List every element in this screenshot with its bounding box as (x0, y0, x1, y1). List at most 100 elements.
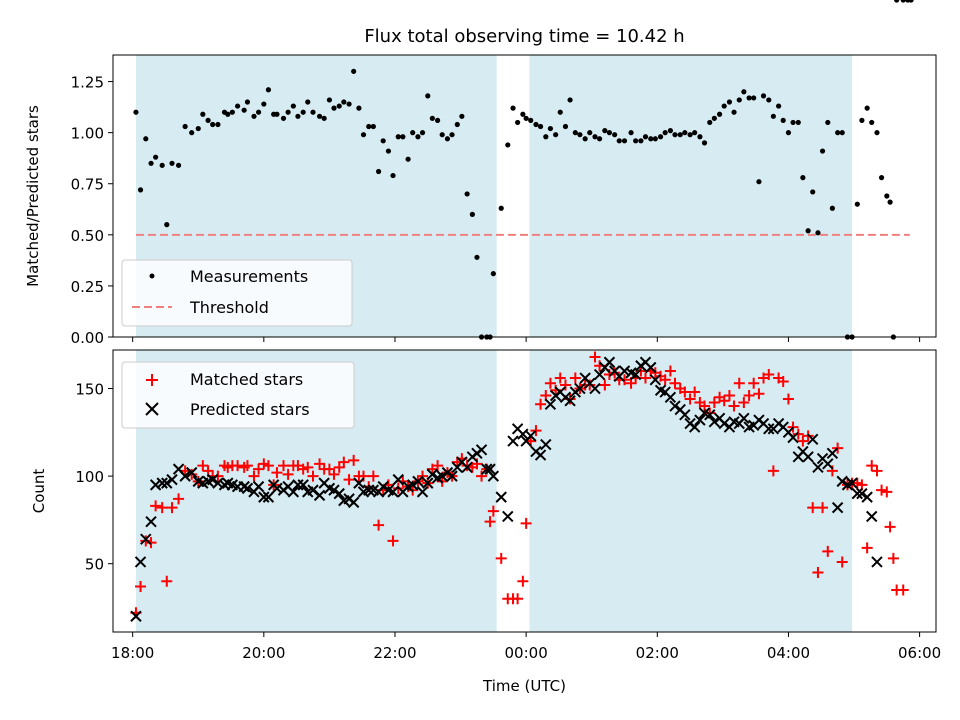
measurement-point (290, 103, 296, 109)
predicted-star-point (406, 479, 419, 491)
predicted-star-point (140, 533, 152, 545)
measurement-point (459, 113, 465, 119)
measurement-point (746, 95, 752, 101)
matched-star-point (884, 521, 896, 533)
matched-star-point (161, 575, 173, 587)
matched-star-point (866, 460, 878, 472)
measurement-point (182, 123, 188, 130)
matched-star-point (887, 552, 899, 564)
matched-star-point (718, 395, 730, 407)
measurement-point (153, 154, 159, 160)
chart-title: Flux total observing time = 10.42 h (364, 26, 684, 47)
measurement-point (295, 113, 301, 119)
matched-star-point (328, 468, 340, 480)
predicted-star-point (574, 382, 586, 395)
matched-star-point (807, 502, 819, 514)
measurement-point (425, 93, 431, 99)
predicted-star-point (262, 491, 275, 503)
predicted-star-point (461, 461, 473, 474)
measurement-point (900, 0, 906, 3)
predicted-star-point (856, 487, 868, 500)
measurement-point (439, 132, 445, 138)
predicted-star-point (416, 486, 429, 498)
matched-star-point (348, 454, 360, 466)
matched-star-point (689, 386, 701, 398)
measurement-point (682, 130, 688, 136)
measurement-point (133, 109, 139, 115)
matched-star-point (832, 442, 844, 454)
matched-star-point (150, 500, 162, 512)
predicted-star-point (618, 365, 631, 377)
predicted-star-point (134, 556, 147, 568)
predicted-star-point (688, 421, 701, 433)
predicted-star-point (145, 515, 157, 528)
matched-star-point (589, 351, 601, 363)
predicted-star-point (475, 444, 488, 456)
predicted-star-point (694, 414, 706, 426)
top-ytick-label: 1.00 (71, 125, 104, 143)
predicted-star-point (802, 451, 814, 463)
matched-star-point (212, 470, 224, 482)
measurement-point (721, 103, 727, 109)
measurement-point (305, 99, 311, 105)
matched-star-point (373, 519, 385, 531)
xtick-label: 06:00 (898, 644, 941, 662)
matched-star-point (871, 465, 883, 477)
measurement-point (265, 87, 272, 93)
bottom-xlabel: Time (UTC) (482, 677, 566, 695)
measurement-point (380, 138, 386, 144)
measurement-point (366, 123, 372, 130)
matched-star-point (881, 486, 893, 498)
measurement-point (687, 132, 693, 138)
matched-star-point (812, 566, 824, 578)
measurement-point (229, 109, 235, 115)
measurement-point (321, 115, 327, 121)
matched-star-point (307, 470, 319, 482)
measurement-point (405, 156, 411, 162)
predicted-star-point (179, 470, 191, 482)
predicted-star-point (238, 480, 250, 493)
measurement-point (444, 136, 451, 142)
predicted-star-point (166, 473, 178, 486)
measurement-point (215, 121, 221, 128)
matched-star-point (145, 537, 157, 549)
measurement-point (869, 119, 875, 126)
matched-star-point (738, 397, 750, 409)
predicted-star-point (422, 477, 434, 489)
matched-star-point (679, 386, 691, 398)
matched-star-point (792, 428, 804, 440)
measurement-point (805, 228, 811, 234)
measurement-point (410, 130, 416, 136)
predicted-star-point (297, 479, 309, 491)
bottom-panel: 50 100 150 18:00 20:00 22:00 00:00 02:00 04:00 0… (30, 350, 941, 695)
measurement-point (498, 205, 504, 211)
predicted-star-point (589, 382, 601, 395)
bottom-plot-frame (112, 349, 937, 633)
predicted-star-point (664, 391, 677, 403)
predicted-star-point (718, 417, 730, 430)
measurement-point (310, 109, 316, 115)
predicted-star-point (206, 473, 219, 486)
matched-star-point (559, 379, 571, 391)
predicted-star-point (603, 356, 616, 368)
matched-star-point (166, 502, 178, 514)
measurement-point (790, 119, 796, 126)
measurement-point (657, 134, 664, 140)
matched-star-point (822, 545, 834, 557)
predicted-star-point (392, 473, 404, 486)
measurement-point (854, 201, 860, 207)
measurement-point (667, 128, 674, 134)
top-ytick-label: 0.50 (71, 227, 104, 245)
matched-star-point (708, 397, 720, 409)
measurement-point (731, 109, 737, 115)
matched-star-point (495, 552, 507, 564)
measurement-point (810, 189, 816, 195)
matched-star-point (599, 379, 611, 391)
matched-star-point (897, 584, 909, 596)
measurement-point (567, 97, 573, 103)
matched-star-point (338, 456, 350, 468)
legend-threshold-label: Threshold (189, 298, 269, 317)
top-panel: 0.00 0.25 0.50 0.75 1.00 1.25 Flux total obse… (24, 0, 937, 347)
matched-star-point (699, 400, 711, 412)
matched-star-point (487, 505, 499, 517)
